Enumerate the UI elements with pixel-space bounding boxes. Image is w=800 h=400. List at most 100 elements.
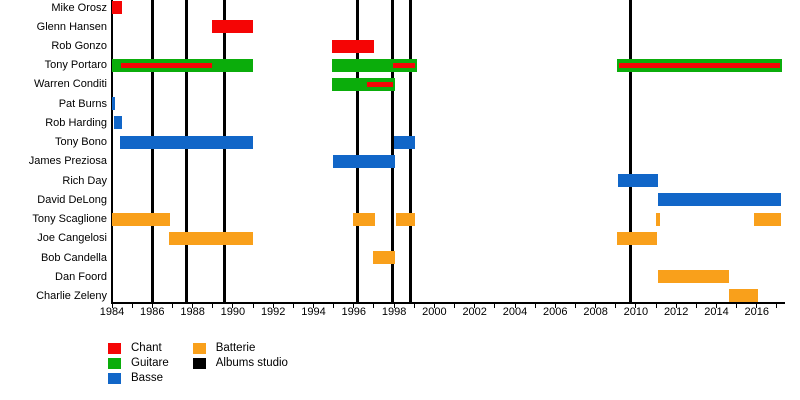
membership-bar-basse: [617, 174, 659, 188]
membership-bar-basse: [120, 135, 254, 149]
member-label: Tony Portaro: [44, 59, 107, 72]
axis-tick: [232, 304, 234, 308]
axis-tick: [494, 304, 496, 308]
guitare-color-swatch: [108, 358, 121, 369]
axis-tick: [151, 304, 153, 308]
legend-label-batterie: Batterie: [215, 342, 256, 354]
member-label: Mike Orosz: [51, 1, 107, 14]
axis-year-label: 1988: [180, 306, 205, 318]
album-line: [150, 0, 154, 302]
member-label: Tony Scaglione: [32, 213, 107, 225]
legend-item-guitare: Guitare: [108, 356, 169, 371]
axis-tick: [534, 304, 536, 308]
membership-bar-batterie: [616, 231, 657, 245]
membership-bar-basse: [394, 135, 416, 149]
axis-year-label: 2006: [543, 306, 568, 318]
legend-label-albums: Albums studio: [215, 357, 288, 369]
axis-tick: [554, 304, 556, 308]
axis-tick: [675, 304, 677, 308]
album-line: [223, 0, 227, 302]
axis-tick: [333, 304, 335, 308]
member-label: Pat Burns: [58, 97, 107, 110]
axis-year-label: 2008: [583, 306, 608, 318]
axis-tick: [776, 304, 778, 308]
axis-tick: [393, 304, 395, 308]
axis-tick: [353, 304, 355, 308]
membership-bar-batterie: [656, 212, 660, 226]
member-label: Warren Conditi: [34, 78, 107, 91]
member-label: Tony Bono: [55, 136, 107, 149]
axis-year-label: 1984: [99, 306, 125, 318]
album-line: [629, 0, 633, 302]
membership-bar-guitare: [331, 77, 396, 91]
album-line: [390, 0, 394, 302]
axis-year-label: 1996: [341, 306, 367, 318]
legend-column-1: Chant Guitare Basse: [108, 341, 169, 386]
axis-tick: [454, 304, 455, 308]
vocal-stripe-bar: [393, 62, 416, 68]
axis-tick: [212, 304, 214, 308]
axis-tick: [635, 304, 637, 308]
axis-tick: [514, 304, 516, 308]
member-label: Dan Foord: [55, 270, 107, 283]
axis-year-label: 2004: [502, 306, 528, 318]
basse-color-swatch: [108, 373, 121, 384]
legend-label-chant: Chant: [131, 342, 162, 354]
axis-tick: [413, 304, 415, 308]
axis-tick: [373, 304, 375, 308]
membership-bar-basse: [114, 116, 123, 130]
axis-year-label: 1990: [220, 306, 246, 318]
axis-tick: [111, 304, 113, 308]
x-axis-line: [111, 302, 785, 304]
membership-bar-batterie: [753, 212, 781, 226]
membership-bar-batterie: [658, 270, 729, 284]
axis-tick: [595, 304, 597, 308]
membership-bar-basse: [112, 97, 115, 111]
legend-item-basse: Basse: [108, 371, 169, 386]
legend-item-chant: Chant: [108, 341, 169, 356]
albums-color-swatch: [192, 358, 206, 369]
legend: Chant Guitare Basse Batterie Albums stud…: [108, 341, 313, 386]
member-label: Rob Gonzo: [51, 40, 107, 52]
member-label: Rich Day: [62, 174, 107, 187]
axis-tick: [474, 304, 476, 308]
axis-tick: [292, 304, 294, 308]
axis-year-label: 2010: [623, 306, 649, 318]
album-line: [408, 0, 412, 302]
axis-tick: [252, 304, 254, 308]
membership-bar-chant: [211, 20, 253, 34]
membership-bar-basse: [658, 193, 781, 207]
axis-tick: [756, 304, 758, 308]
album-line: [185, 0, 189, 302]
axis-year-label: 2002: [462, 306, 487, 318]
axis-year-label: 1994: [301, 306, 326, 318]
member-label: Glenn Hansen: [36, 20, 107, 33]
axis-tick: [131, 304, 133, 308]
membership-bar-batterie: [728, 289, 758, 303]
member-label: James Preziosa: [28, 155, 107, 168]
batterie-color-swatch: [192, 343, 206, 354]
membership-bar-batterie: [352, 212, 375, 226]
membership-bar-batterie: [372, 251, 396, 264]
axis-tick: [272, 304, 274, 308]
axis-year-label: 1986: [140, 306, 165, 318]
axis-year-label: 2000: [422, 306, 447, 318]
member-label: David DeLong: [37, 193, 107, 206]
membership-bar-chant: [331, 39, 374, 53]
axis-year-label: 2014: [704, 306, 729, 318]
axis-tick: [615, 304, 617, 308]
y-axis-line: [111, 0, 113, 303]
legend-column-2: Batterie Albums studio: [192, 341, 313, 386]
axis-year-label: 2016: [744, 306, 770, 318]
member-label: Rob Harding: [45, 116, 107, 129]
axis-tick: [716, 304, 717, 308]
album-line: [356, 0, 360, 302]
axis-tick: [171, 304, 173, 308]
chant-color-swatch: [108, 343, 121, 354]
axis-tick: [574, 304, 576, 308]
legend-label-guitare: Guitare: [131, 357, 169, 369]
axis-tick: [736, 304, 738, 308]
axis-tick: [313, 304, 314, 308]
membership-bar-basse: [332, 154, 396, 168]
